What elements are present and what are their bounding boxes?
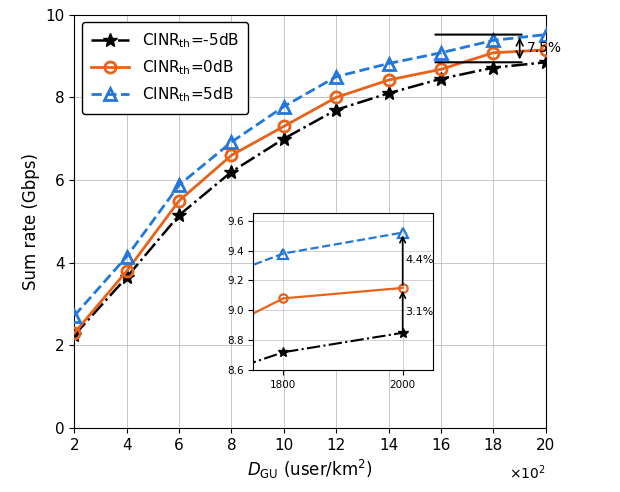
CINR$_{\mathrm{th}}$=5dB — [228, 139, 235, 145]
CINR$_{\mathrm{th}}$=5dB — [437, 50, 445, 56]
CINR$_{\mathrm{th}}$=0dB — [123, 268, 130, 274]
Text: 7.5%: 7.5% — [527, 41, 562, 56]
CINR$_{\mathrm{th}}$=5dB — [71, 313, 78, 319]
Text: $\times10^2$: $\times10^2$ — [509, 463, 546, 482]
CINR$_{\mathrm{th}}$=5dB — [280, 103, 288, 109]
CINR$_{\mathrm{th}}$=0dB — [437, 66, 445, 72]
CINR$_{\mathrm{th}}$=5dB — [490, 37, 497, 43]
CINR$_{\mathrm{th}}$=5dB — [123, 253, 130, 259]
CINR$_{\mathrm{th}}$=-5dB — [385, 91, 392, 96]
CINR$_{\mathrm{th}}$=-5dB — [332, 107, 340, 113]
CINR$_{\mathrm{th}}$=-5dB — [123, 274, 130, 280]
CINR$_{\mathrm{th}}$=5dB — [332, 74, 340, 80]
CINR$_{\mathrm{th}}$=5dB — [385, 61, 392, 66]
CINR$_{\mathrm{th}}$=0dB — [332, 94, 340, 100]
CINR$_{\mathrm{th}}$=0dB — [228, 153, 235, 158]
CINR$_{\mathrm{th}}$=-5dB — [71, 332, 78, 338]
CINR$_{\mathrm{th}}$=-5dB — [490, 65, 497, 71]
CINR$_{\mathrm{th}}$=0dB — [280, 123, 288, 129]
CINR$_{\mathrm{th}}$=-5dB — [437, 76, 445, 82]
CINR$_{\mathrm{th}}$=-5dB — [175, 212, 183, 218]
Y-axis label: Sum rate (Gbps): Sum rate (Gbps) — [22, 153, 40, 290]
CINR$_{\mathrm{th}}$=0dB — [71, 330, 78, 336]
CINR$_{\mathrm{th}}$=-5dB — [542, 60, 549, 65]
Line: CINR$_{\mathrm{th}}$=0dB: CINR$_{\mathrm{th}}$=0dB — [69, 44, 551, 338]
CINR$_{\mathrm{th}}$=0dB — [542, 47, 549, 53]
Legend: CINR$_{\mathrm{th}}$=-5dB, CINR$_{\mathrm{th}}$=0dB, CINR$_{\mathrm{th}}$=5dB: CINR$_{\mathrm{th}}$=-5dB, CINR$_{\mathr… — [82, 23, 248, 114]
CINR$_{\mathrm{th}}$=5dB — [542, 31, 549, 37]
CINR$_{\mathrm{th}}$=-5dB — [280, 136, 288, 142]
Line: CINR$_{\mathrm{th}}$=5dB: CINR$_{\mathrm{th}}$=5dB — [68, 29, 552, 322]
CINR$_{\mathrm{th}}$=0dB — [175, 198, 183, 204]
CINR$_{\mathrm{th}}$=0dB — [385, 77, 392, 83]
CINR$_{\mathrm{th}}$=5dB — [175, 182, 183, 188]
CINR$_{\mathrm{th}}$=0dB — [490, 50, 497, 56]
Line: CINR$_{\mathrm{th}}$=-5dB: CINR$_{\mathrm{th}}$=-5dB — [68, 55, 552, 342]
CINR$_{\mathrm{th}}$=-5dB — [228, 169, 235, 175]
X-axis label: $D_{\mathrm{GU}}$ (user/km$^2$): $D_{\mathrm{GU}}$ (user/km$^2$) — [247, 459, 373, 481]
